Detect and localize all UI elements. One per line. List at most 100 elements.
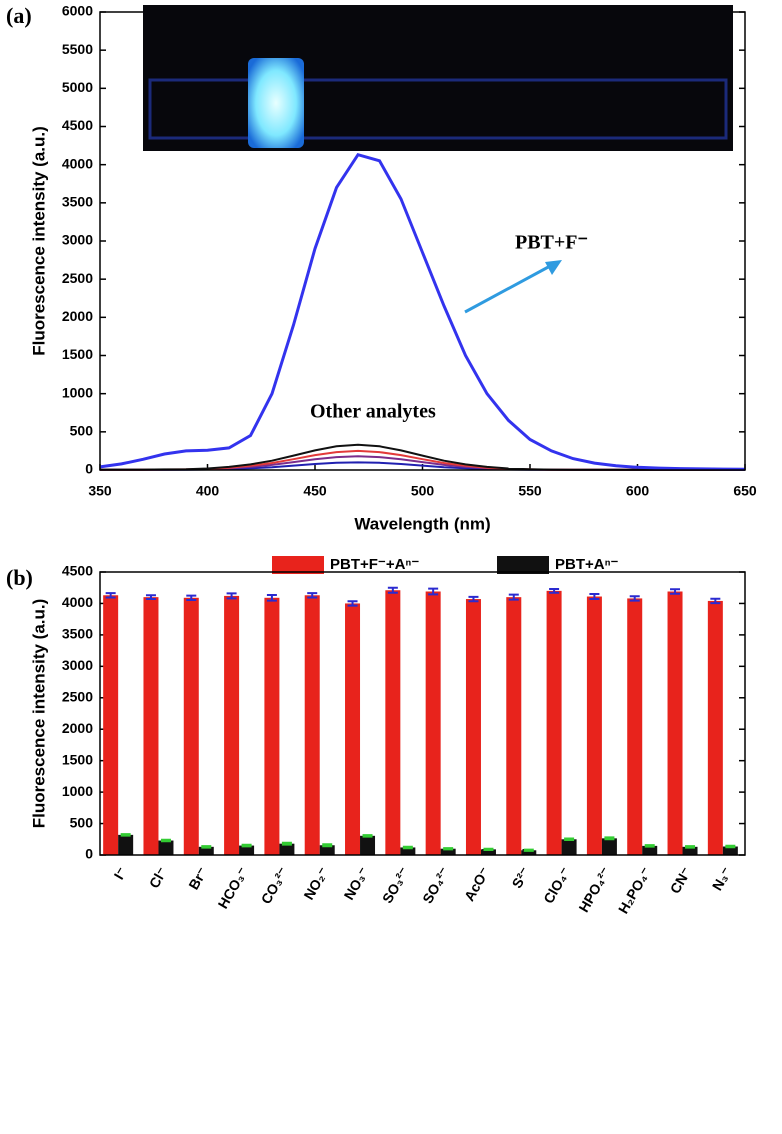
error-bar (443, 847, 454, 851)
y-tick-label: 2500 (62, 688, 93, 704)
error-bar (604, 836, 615, 841)
error-bar (105, 592, 116, 599)
bar (667, 591, 683, 855)
error-bar (589, 593, 600, 601)
panel-label: (b) (6, 565, 33, 590)
error-bar (644, 844, 655, 848)
error-bar (483, 847, 494, 851)
legend-swatch (497, 556, 549, 574)
bar (586, 596, 602, 855)
x-tick-label: Cl⁻ (146, 864, 171, 891)
x-tick-label: H₂PO₄⁻ (615, 864, 654, 916)
inset-photo (143, 5, 733, 151)
error-bar (201, 845, 212, 849)
error-bar (307, 592, 318, 599)
x-tick-label: 600 (626, 483, 650, 499)
error-bar (281, 841, 292, 846)
error-bar (725, 844, 736, 849)
bar (103, 595, 119, 855)
x-tick-label: S²⁻ (509, 864, 534, 891)
x-tick-label: CO₃²⁻ (258, 864, 292, 906)
y-tick-label: 1000 (62, 783, 93, 799)
bar (707, 600, 723, 855)
error-bar (145, 594, 156, 601)
y-tick-label: 4000 (62, 155, 93, 171)
x-tick-label: ClO₄⁻ (540, 864, 573, 906)
y-tick-label: 3500 (62, 626, 93, 642)
bar (546, 590, 562, 855)
x-tick-label: NO₃⁻ (341, 864, 372, 902)
y-tick-label: 6000 (62, 3, 93, 19)
error-bar (629, 595, 640, 602)
bar (561, 839, 577, 855)
series-line (99, 152, 746, 471)
x-tick-label: HPO₄²⁻ (575, 864, 613, 914)
bar (440, 848, 456, 855)
y-tick-label: 2500 (62, 270, 93, 286)
x-tick-label: SO₃²⁻ (379, 864, 412, 906)
panel-label: (a) (6, 3, 32, 28)
error-bar (347, 600, 358, 607)
error-bar (387, 586, 398, 594)
error-bar (120, 833, 131, 837)
bar (722, 846, 738, 855)
bar (319, 845, 335, 855)
error-bar (241, 843, 252, 848)
y-axis-label: Fluorescence intensity (a.u.) (29, 126, 48, 356)
glowing-vial (248, 58, 304, 148)
bar (682, 846, 698, 855)
y-tick-label: 4500 (62, 563, 93, 579)
bar (279, 843, 295, 855)
error-bar (362, 834, 373, 838)
y-tick-label: 4500 (62, 117, 93, 133)
y-tick-label: 1000 (62, 384, 93, 400)
error-bar (428, 587, 439, 596)
x-tick-label: Br⁻ (185, 864, 210, 892)
x-tick-label: 350 (88, 483, 112, 499)
vial-row (148, 78, 728, 140)
error-bar (322, 843, 333, 848)
error-bar (186, 594, 197, 601)
legend-label: PBT+F⁻+Aⁿ⁻ (330, 556, 419, 573)
bar (239, 845, 255, 855)
bar (400, 847, 416, 855)
x-tick-label: I⁻ (110, 864, 129, 882)
y-tick-label: 0 (85, 461, 93, 477)
y-tick-label: 500 (70, 423, 94, 439)
error-bar (685, 845, 696, 849)
y-tick-label: 3500 (62, 194, 93, 210)
y-tick-label: 500 (70, 814, 94, 830)
bar (480, 849, 496, 855)
bar (506, 597, 522, 855)
bar (465, 599, 481, 855)
legend-label: PBT+Aⁿ⁻ (555, 556, 619, 573)
bar (158, 840, 174, 855)
photo-background (143, 5, 733, 151)
x-tick-label: 400 (196, 483, 220, 499)
bar (224, 595, 240, 855)
y-tick-label: 5500 (62, 41, 93, 57)
error-bar (710, 597, 721, 605)
bar (601, 838, 617, 855)
x-tick-label: 650 (733, 483, 757, 499)
x-tick-label: N₃⁻ (709, 864, 735, 893)
error-bar (564, 837, 575, 842)
y-tick-label: 2000 (62, 308, 93, 324)
error-bar (266, 593, 277, 602)
bar (198, 846, 214, 855)
error-bar (508, 593, 519, 601)
arrow-shaft (464, 263, 553, 314)
bar (118, 834, 134, 855)
legend-swatch (272, 556, 324, 574)
bar (627, 598, 643, 855)
x-tick-label: 550 (518, 483, 542, 499)
bar (425, 591, 441, 855)
x-tick-label: AcO⁻ (461, 864, 493, 903)
bar (264, 597, 280, 855)
bar (143, 597, 159, 855)
y-tick-label: 5000 (62, 79, 93, 95)
x-axis-label: Wavelength (nm) (354, 514, 490, 533)
bar (345, 603, 361, 855)
y-tick-label: 3000 (62, 657, 93, 673)
bar (385, 590, 401, 855)
